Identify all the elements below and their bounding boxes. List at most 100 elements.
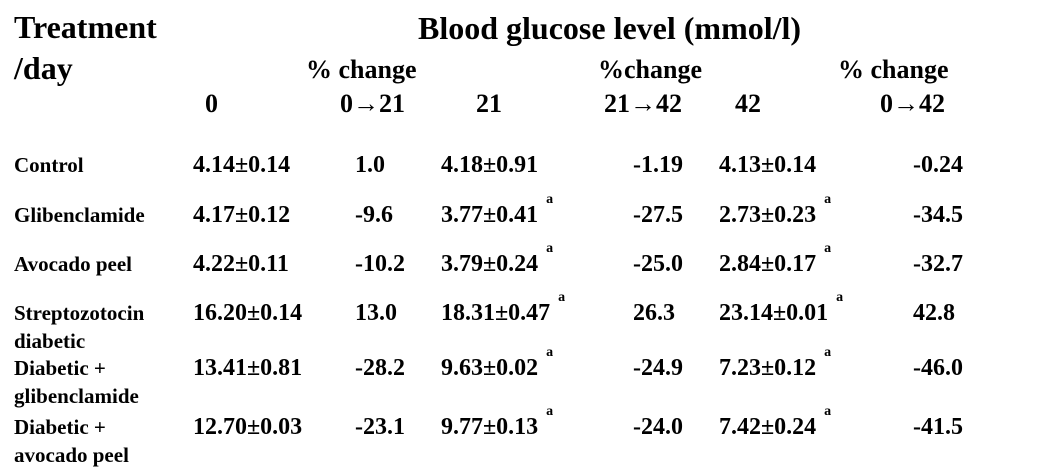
cell-pct-0-21: 13.0 [355, 301, 397, 325]
cell-pct-21-42: -24.9 [633, 356, 683, 380]
cell-day21: 3.77±0.41 a [441, 193, 553, 228]
day-0-header: 0 [205, 89, 218, 118]
cell-day0: 4.22±0.11 [193, 252, 289, 276]
cell-pct-0-21-value: -10.2 [355, 251, 405, 277]
cell-pct-0-42: -32.7 [913, 252, 963, 276]
cell-pct-0-21: -23.1 [355, 415, 405, 439]
cell-pct-0-21: 1.0 [355, 153, 385, 177]
cell-pct-0-42-value: -46.0 [913, 355, 963, 381]
cell-pct-21-42-value: -24.0 [633, 414, 683, 440]
cell-day21-footnote: a [546, 404, 554, 419]
cell-day42: 23.14±0.01 a [719, 291, 843, 326]
cell-day21-footnote: a [546, 345, 554, 360]
cell-day21-value: 18.31±0.47 [441, 300, 551, 326]
cell-day42: 2.84±0.17 a [719, 242, 831, 277]
cell-pct-21-42: -1.19 [633, 153, 683, 177]
cell-day42-footnote: a [836, 290, 844, 305]
cell-day42-footnote: a [824, 404, 832, 419]
cell-day0: 12.70±0.03 [193, 415, 302, 439]
cell-day42-value: 23.14±0.01 [719, 300, 829, 326]
cell-day42-value: 7.23±0.12 [719, 355, 817, 381]
cell-day0: 4.17±0.12 [193, 203, 290, 227]
range-0-21-header: 0→21 [340, 89, 405, 118]
range-21-42-header: 21→42 [604, 89, 682, 118]
row-label-line1: Glibenclamide [14, 203, 145, 227]
cell-pct-0-42-value: 42.8 [913, 300, 955, 326]
cell-day21-footnote: a [558, 290, 566, 305]
cell-pct-0-21: -28.2 [355, 356, 405, 380]
pct-change-header-1: % change [306, 55, 417, 84]
cell-day42-footnote: a [824, 241, 832, 256]
treatment-header-line1: Treatment [14, 9, 157, 45]
row-label-line1: Avocado peel [14, 252, 133, 276]
cell-day21-value: 9.77±0.13 [441, 414, 539, 440]
row-label-line2: diabetic [14, 329, 86, 353]
cell-day0: 4.14±0.14 [193, 153, 290, 177]
cell-pct-0-42: -41.5 [913, 415, 963, 439]
cell-pct-0-42-value: -32.7 [913, 251, 963, 277]
cell-pct-0-42: 42.8 [913, 301, 955, 325]
day-42-header: 42 [735, 89, 761, 118]
pct-change-header-2: %change [598, 55, 702, 84]
cell-day21-value: 3.79±0.24 [441, 251, 539, 277]
cell-pct-0-21-value: 1.0 [355, 152, 385, 178]
cell-pct-0-42: -0.24 [913, 153, 963, 177]
cell-day0: 16.20±0.14 [193, 301, 302, 325]
cell-day0-value: 13.41±0.81 [193, 355, 303, 381]
cell-day21: 18.31±0.47 a [441, 291, 565, 326]
day-21-header: 21 [476, 89, 502, 118]
cell-day42-value: 7.42±0.24 [719, 414, 817, 440]
cell-day21-value: 9.63±0.02 [441, 355, 539, 381]
treatment-header-line2: /day [14, 50, 73, 86]
cell-pct-0-21-value: -28.2 [355, 355, 405, 381]
row-label-line2: glibenclamide [14, 384, 139, 408]
cell-day0: 13.41±0.81 [193, 356, 302, 380]
cell-pct-0-42-value: -34.5 [913, 202, 963, 228]
cell-day0-value: 4.14±0.14 [193, 152, 291, 178]
cell-day21: 9.77±0.13 a [441, 405, 553, 440]
cell-day42: 4.13±0.14 [719, 153, 816, 177]
cell-day0-value: 12.70±0.03 [193, 414, 303, 440]
cell-day42-value: 4.13±0.14 [719, 152, 817, 178]
cell-day42: 2.73±0.23 a [719, 193, 831, 228]
cell-pct-21-42-value: -27.5 [633, 202, 683, 228]
cell-day21: 9.63±0.02 a [441, 346, 553, 381]
row-label-line1: Diabetic + [14, 415, 106, 439]
cell-pct-0-42: -34.5 [913, 203, 963, 227]
cell-pct-21-42: -27.5 [633, 203, 683, 227]
cell-pct-21-42: 26.3 [633, 301, 675, 325]
cell-pct-21-42-value: -1.19 [633, 152, 683, 178]
cell-day0-value: 4.22±0.11 [193, 251, 289, 277]
pct-change-header-3: % change [838, 55, 949, 84]
cell-day42-value: 2.84±0.17 [719, 251, 817, 277]
cell-day21-value: 3.77±0.41 [441, 202, 539, 228]
cell-pct-0-21: -9.6 [355, 203, 393, 227]
cell-pct-0-21-value: 13.0 [355, 300, 397, 326]
cell-pct-21-42-value: 26.3 [633, 300, 675, 326]
cell-day0-value: 16.20±0.14 [193, 300, 303, 326]
cell-day21: 3.79±0.24 a [441, 242, 553, 277]
cell-pct-21-42-value: -25.0 [633, 251, 683, 277]
cell-pct-0-21: -10.2 [355, 252, 405, 276]
cell-pct-0-21-value: -9.6 [355, 202, 393, 228]
cell-day21-footnote: a [546, 192, 554, 207]
cell-pct-0-21-value: -23.1 [355, 414, 405, 440]
cell-day0-value: 4.17±0.12 [193, 202, 291, 228]
range-0-42-header: 0→42 [880, 89, 945, 118]
table-title: Blood glucose level (mmol/l) [418, 10, 802, 46]
cell-pct-0-42-value: -0.24 [913, 152, 963, 178]
row-label-line1: Control [14, 153, 84, 177]
cell-pct-21-42: -25.0 [633, 252, 683, 276]
row-label-line1: Streptozotocin [14, 301, 145, 325]
row-label-line1: Diabetic + [14, 356, 106, 380]
cell-pct-0-42: -46.0 [913, 356, 963, 380]
cell-day42-value: 2.73±0.23 [719, 202, 817, 228]
row-label-line2: avocado peel [14, 443, 129, 467]
cell-day42: 7.42±0.24 a [719, 405, 831, 440]
cell-day42-footnote: a [824, 192, 832, 207]
cell-day21-footnote: a [546, 241, 554, 256]
cell-pct-21-42-value: -24.9 [633, 355, 683, 381]
cell-day21: 4.18±0.91 [441, 153, 538, 177]
cell-pct-0-42-value: -41.5 [913, 414, 963, 440]
cell-day42-footnote: a [824, 345, 832, 360]
